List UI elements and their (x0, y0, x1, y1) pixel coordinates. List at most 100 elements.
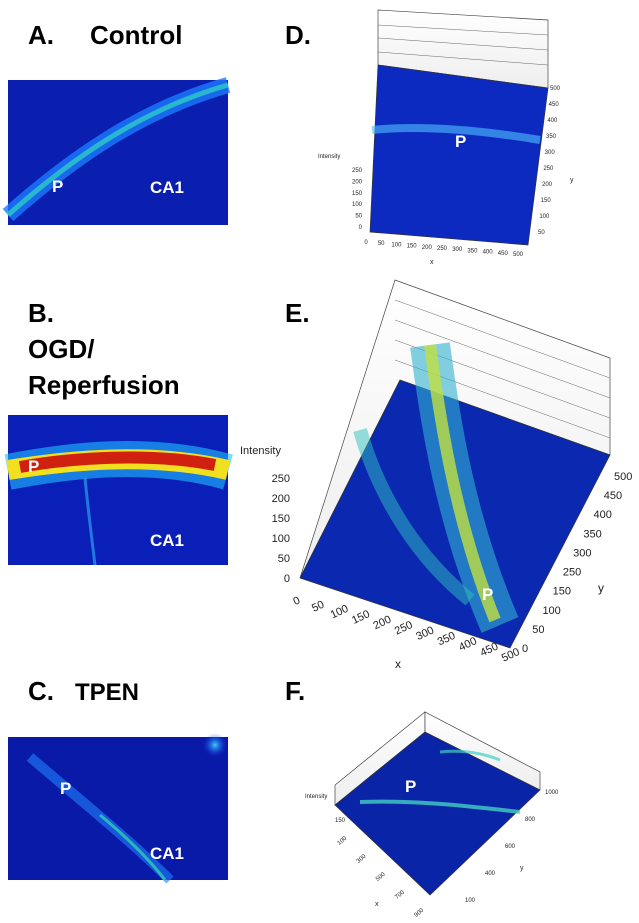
y-tick-label: 200 (542, 182, 553, 188)
axis-title: Intensity (318, 154, 340, 160)
y-tick-label: 150 (553, 586, 571, 598)
x-tick-label: 300 (452, 247, 463, 253)
x-tick-label: 400 (457, 635, 479, 654)
panel-title: Reperfusion (28, 370, 180, 400)
y-tick-label: 100 (542, 605, 560, 617)
y-tick-label: 1000 (545, 790, 559, 796)
annotation: P (28, 457, 39, 476)
annotation: P (60, 779, 71, 798)
annotation: P (52, 177, 63, 196)
axis-title: y (520, 865, 524, 872)
x-tick-label: 100 (329, 603, 351, 622)
y-tick-label: 600 (505, 844, 516, 850)
panel-label: E. (285, 298, 310, 328)
x-tick-label: 350 (467, 248, 478, 254)
image-c (8, 733, 228, 884)
image-b (4, 415, 233, 566)
axis-title: y (570, 177, 574, 184)
intensity-tick-label: 150 (352, 191, 363, 197)
y-tick-label: 50 (532, 624, 544, 636)
y-tick-label: 150 (541, 198, 552, 204)
panel-title: TPEN (75, 679, 139, 706)
y-tick-label: 450 (604, 490, 622, 502)
x-tick-label: 0 (291, 595, 302, 608)
x-tick-label: 500 (500, 646, 522, 665)
surface-f (334, 711, 541, 896)
axis-title: x (395, 657, 401, 671)
y-tick-label: 500 (614, 471, 632, 483)
x-tick-label: 900 (414, 907, 426, 918)
annotation: CA1 (150, 531, 184, 550)
panel-label: F. (285, 676, 305, 706)
x-tick-label: 350 (436, 630, 458, 649)
y-tick-label: 100 (539, 214, 550, 220)
panel-title: Control (90, 20, 182, 50)
annotation: P (405, 777, 416, 796)
y-tick-label: 350 (546, 134, 557, 140)
intensity-tick-label: 200 (272, 493, 290, 505)
x-tick-label: 200 (371, 614, 393, 633)
panel-label: B. (28, 298, 54, 328)
x-tick-label: 150 (407, 244, 418, 250)
image-a (2, 77, 231, 225)
axis-title: y (598, 581, 604, 595)
axis-title: Intensity (305, 794, 327, 800)
x-tick-label: 400 (483, 250, 494, 256)
y-tick-label: 400 (485, 871, 496, 877)
annotation: CA1 (150, 844, 184, 863)
y-tick-label: 450 (549, 102, 560, 108)
intensity-tick-label: 50 (355, 214, 362, 220)
panel-label: C. (28, 676, 54, 706)
surface-d (369, 9, 549, 246)
y-tick-label: 500 (550, 86, 561, 92)
y-tick-label: 350 (583, 528, 601, 540)
x-tick-label: 50 (378, 241, 385, 247)
x-tick-label: 450 (498, 251, 509, 257)
panel-label: A. (28, 20, 54, 50)
x-tick-label: 200 (422, 245, 433, 251)
intensity-tick-label: 50 (278, 553, 290, 565)
x-tick-label: 250 (393, 619, 415, 638)
y-tick-label: 400 (547, 118, 558, 124)
x-tick-label: 700 (394, 889, 406, 900)
x-tick-label: 0 (364, 240, 368, 246)
panel-title: OGD/ (28, 334, 94, 364)
intensity-tick-label: 200 (352, 179, 363, 185)
x-tick-label: 50 (310, 599, 326, 615)
y-tick-label: 250 (543, 166, 554, 172)
y-tick-label: 250 (563, 567, 581, 579)
axis-title: x (375, 901, 379, 908)
panel-label: D. (285, 20, 311, 50)
y-tick-label: 400 (594, 509, 612, 521)
intensity-tick-label: 150 (335, 818, 346, 824)
x-tick-label: 250 (437, 246, 448, 252)
intensity-tick-label: 0 (359, 225, 363, 231)
intensity-tick-label: 100 (272, 533, 290, 545)
x-tick-label: 300 (414, 624, 436, 643)
annotation: P (482, 585, 493, 604)
x-tick-label: 500 (513, 252, 524, 258)
y-tick-label: 300 (545, 150, 556, 156)
intensity-tick-label: 150 (272, 513, 290, 525)
x-tick-label: 500 (375, 871, 387, 882)
y-tick-label: 50 (538, 230, 545, 236)
axis-title: x (430, 259, 434, 266)
intensity-tick-label: 250 (352, 168, 363, 174)
x-tick-label: 100 (337, 835, 349, 846)
x-tick-label: 300 (356, 853, 368, 864)
intensity-tick-label: 250 (272, 473, 290, 485)
annotation: CA1 (150, 178, 184, 197)
x-tick-label: 100 (391, 242, 402, 248)
annotation: P (455, 132, 466, 151)
axis-title: Intensity (240, 445, 281, 457)
x-tick-label: 150 (350, 608, 372, 627)
intensity-tick-label: 100 (352, 202, 363, 208)
y-tick-label: 100 (465, 898, 476, 904)
y-tick-label: 300 (573, 547, 591, 559)
y-tick-label: 0 (522, 643, 528, 655)
y-tick-label: 800 (525, 817, 536, 823)
intensity-tick-label: 0 (284, 573, 290, 585)
surface-e (299, 279, 611, 649)
